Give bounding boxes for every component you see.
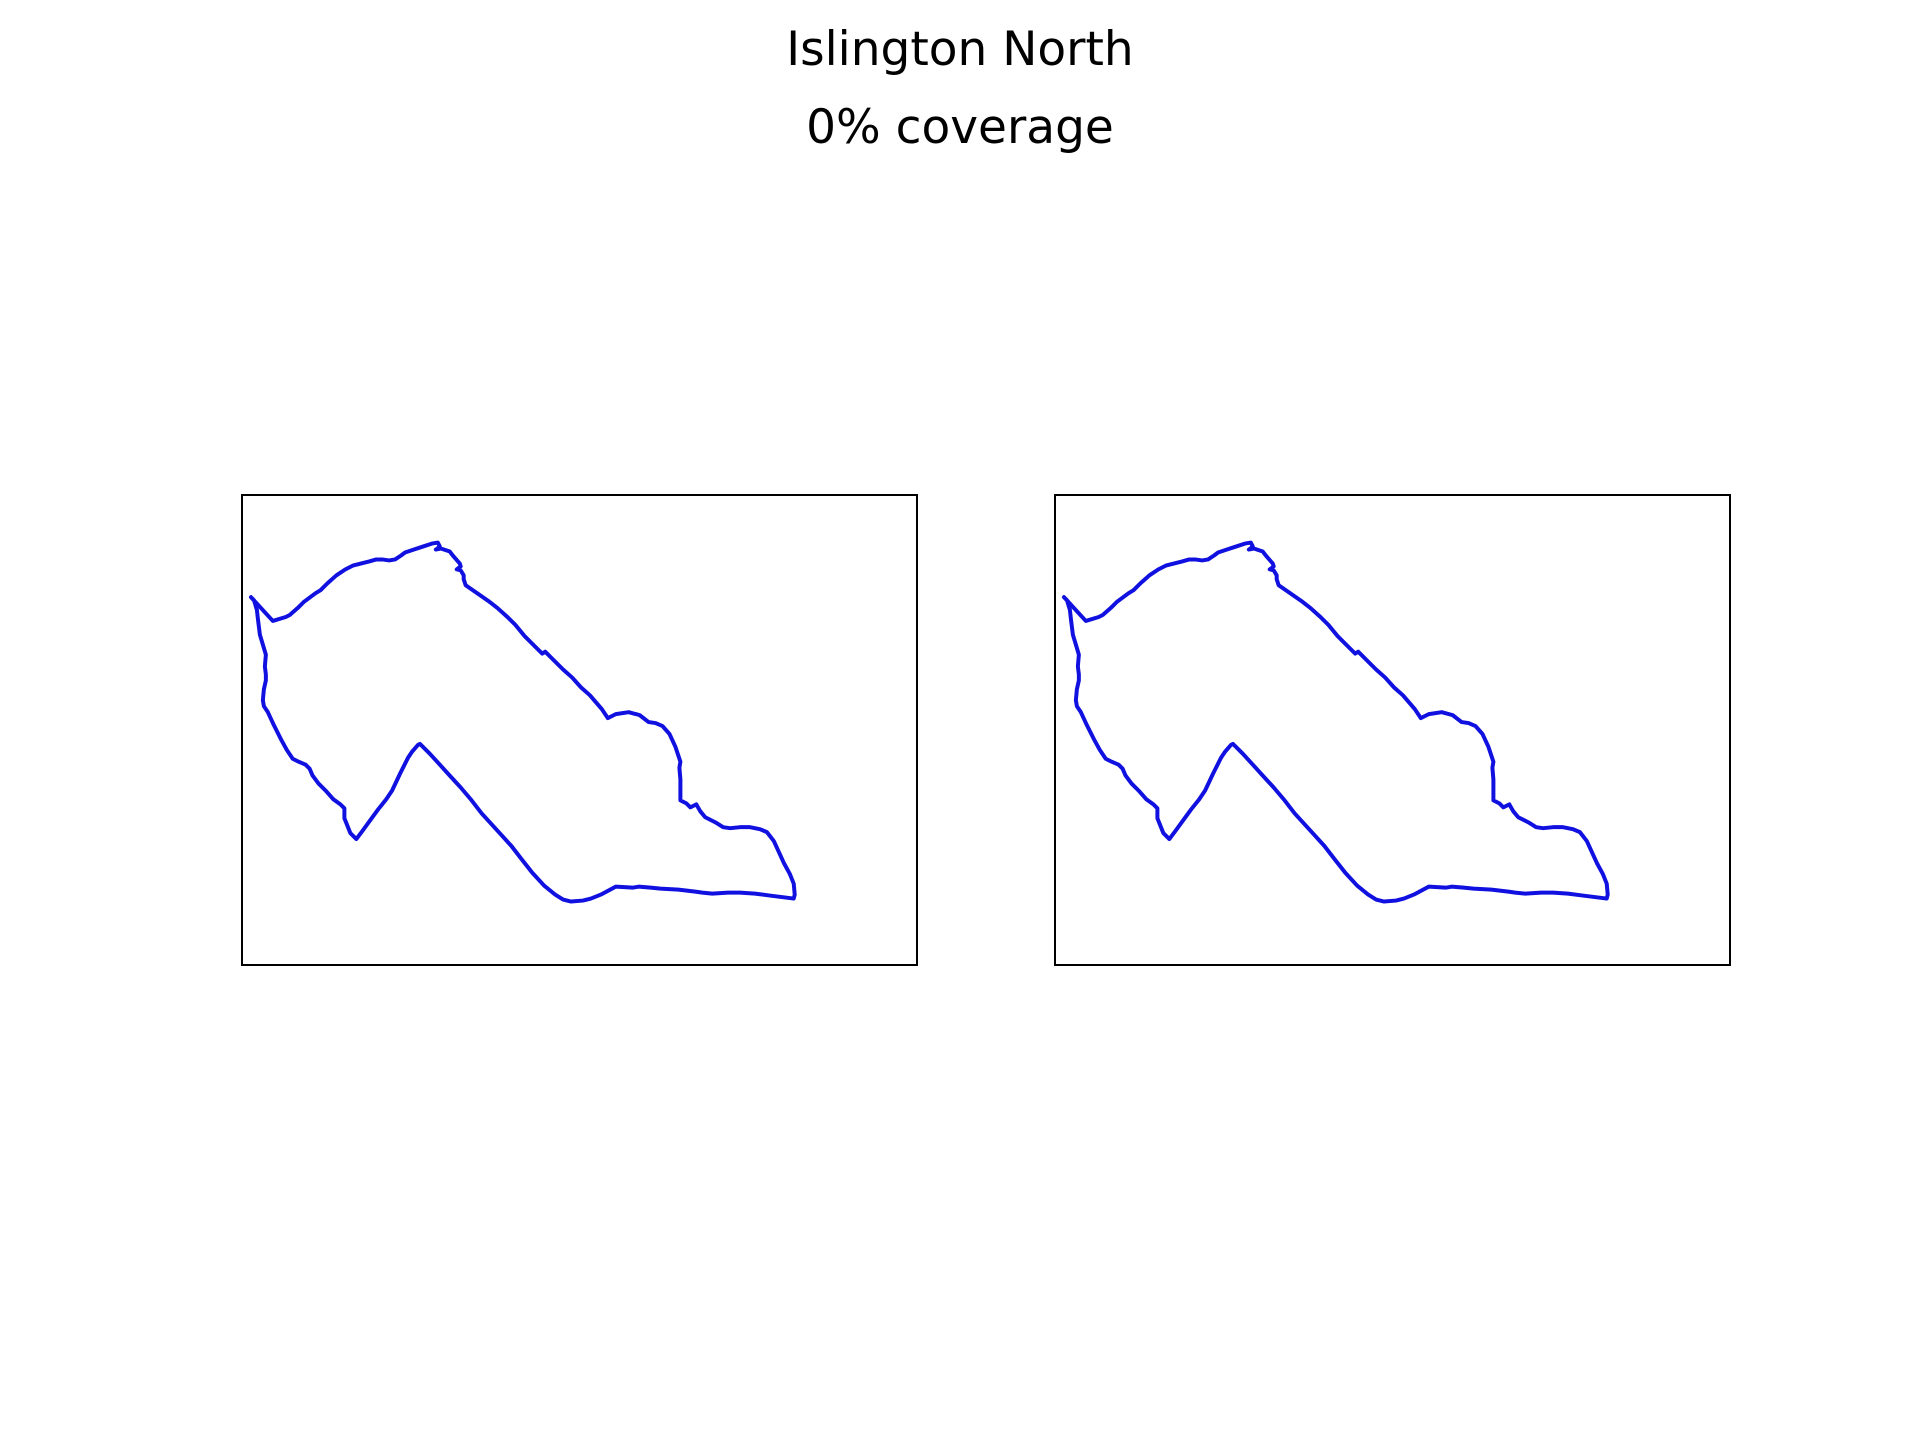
coverage-label: 0% coverage <box>806 100 1114 155</box>
map-panel-right <box>1054 494 1731 966</box>
boundary-outline-right <box>1061 540 1610 904</box>
map-title: Islington North <box>786 22 1134 77</box>
boundary-map-right <box>1061 540 1610 904</box>
boundary-outline-left <box>248 540 797 904</box>
map-panel-left <box>241 494 918 966</box>
boundary-map-left <box>248 540 797 904</box>
